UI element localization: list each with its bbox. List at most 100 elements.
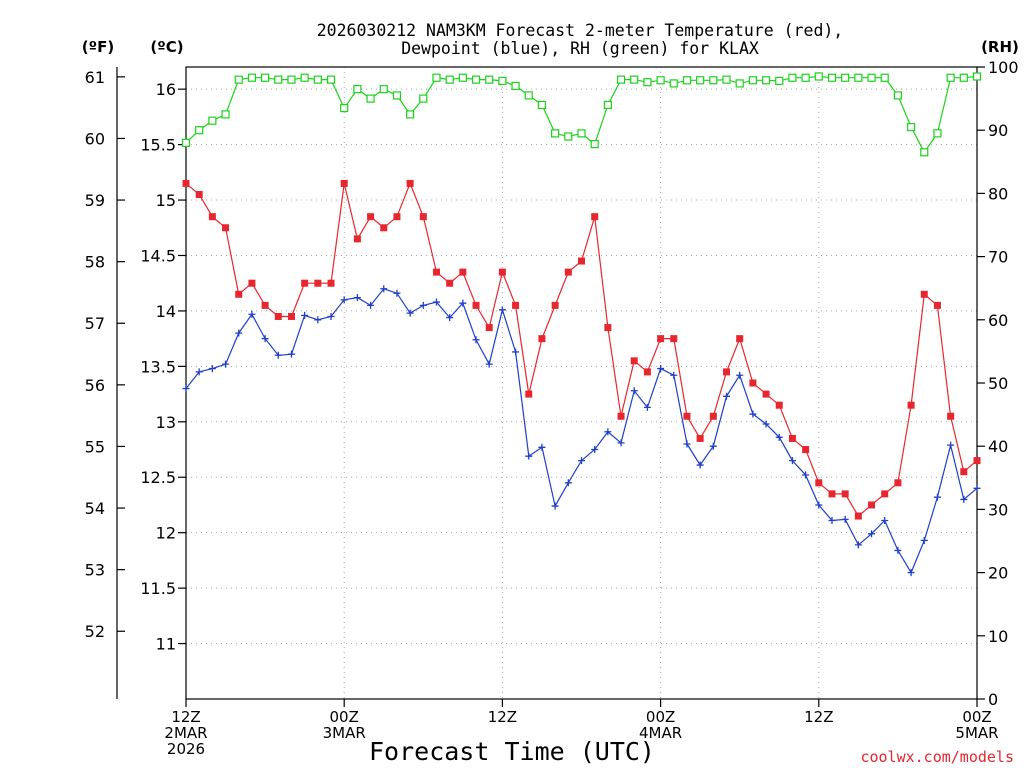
data-point xyxy=(880,73,889,82)
fahrenheit-tick-label: 56 xyxy=(85,376,105,395)
data-point xyxy=(709,442,717,450)
data-point xyxy=(972,72,982,81)
data-point xyxy=(485,324,493,332)
data-point xyxy=(736,371,744,379)
data-point xyxy=(630,75,639,84)
celsius-tick-label: 14 xyxy=(156,302,176,321)
data-point xyxy=(761,76,771,85)
data-point xyxy=(208,213,216,221)
data-point xyxy=(340,179,348,187)
data-point xyxy=(537,100,547,110)
data-point xyxy=(867,73,876,82)
data-point xyxy=(748,76,757,85)
series-temperature xyxy=(182,179,981,520)
data-point xyxy=(564,132,573,141)
fahrenheit-unit-label: (ºF) xyxy=(82,38,114,56)
data-point xyxy=(657,365,665,373)
celsius-tick-label: 13 xyxy=(156,413,176,432)
data-point xyxy=(340,103,349,113)
data-point xyxy=(788,434,796,442)
data-point xyxy=(314,279,322,287)
data-point xyxy=(617,412,625,420)
data-point xyxy=(235,290,243,298)
data-point xyxy=(222,224,230,232)
data-point xyxy=(578,257,585,265)
data-point xyxy=(287,75,296,84)
data-point xyxy=(393,213,401,221)
data-point xyxy=(471,75,481,84)
data-point xyxy=(841,490,849,498)
data-point xyxy=(881,516,889,524)
series-rh xyxy=(181,72,982,157)
data-point xyxy=(775,76,784,86)
data-point xyxy=(854,541,862,549)
data-point xyxy=(973,457,981,465)
celsius-tick-label: 15 xyxy=(156,191,176,210)
data-point xyxy=(353,235,361,243)
celsius-tick-label: 13.5 xyxy=(140,357,176,376)
data-point xyxy=(485,75,494,84)
data-point xyxy=(459,268,467,276)
rh-tick-label: 70 xyxy=(988,248,1008,267)
fahrenheit-tick-label: 53 xyxy=(85,561,105,580)
data-point xyxy=(248,310,256,318)
rh-tick-label: 100 xyxy=(988,58,1019,77)
rh-line xyxy=(185,75,978,154)
data-point xyxy=(195,126,204,135)
data-point xyxy=(630,387,638,395)
dewpoint-line xyxy=(185,288,978,574)
data-point xyxy=(973,484,981,492)
data-point xyxy=(393,289,401,297)
data-point xyxy=(380,224,388,232)
data-point xyxy=(419,213,427,221)
data-point xyxy=(181,138,191,147)
data-point xyxy=(801,73,810,82)
data-point xyxy=(406,309,414,317)
data-point xyxy=(446,279,454,287)
data-point xyxy=(604,428,612,436)
data-point xyxy=(841,73,850,82)
data-point xyxy=(261,73,270,82)
celsius-tick-label: 11.5 xyxy=(140,579,176,598)
data-point xyxy=(327,312,335,320)
rh-tick-label: 10 xyxy=(988,627,1008,646)
data-point xyxy=(920,290,928,298)
data-point xyxy=(868,501,876,509)
rh-tick-label: 30 xyxy=(988,500,1008,519)
data-point xyxy=(933,493,941,501)
celsius-tick-label: 14.5 xyxy=(140,246,176,265)
data-point xyxy=(959,73,968,82)
rh-tick-label: 60 xyxy=(988,311,1008,330)
data-point xyxy=(723,392,731,400)
data-point xyxy=(301,279,309,287)
data-point xyxy=(802,446,810,454)
data-point xyxy=(419,301,427,309)
data-point xyxy=(300,73,309,82)
data-point xyxy=(696,434,704,442)
data-point xyxy=(788,73,797,82)
data-point xyxy=(222,360,230,368)
x-tick-label: 00Z xyxy=(962,708,991,726)
data-point xyxy=(736,335,744,343)
rh-tick-label: 0 xyxy=(988,690,998,709)
fahrenheit-tick-label: 59 xyxy=(85,191,105,210)
data-point xyxy=(616,75,626,84)
x-tick-label: 12Z xyxy=(171,708,200,726)
plot-frame xyxy=(185,66,978,700)
data-point xyxy=(749,379,757,387)
rh-tick-label: 50 xyxy=(988,374,1008,393)
data-point xyxy=(274,312,282,320)
data-point xyxy=(577,129,586,138)
rh-tick-label: 40 xyxy=(988,437,1008,456)
rh-unit-label: (RH) xyxy=(981,38,1019,56)
data-point xyxy=(274,351,282,359)
data-point xyxy=(604,324,612,332)
data-point xyxy=(815,479,823,487)
data-point xyxy=(366,94,375,103)
data-point xyxy=(696,76,705,85)
data-point xyxy=(827,73,837,82)
data-point xyxy=(458,73,467,82)
data-point xyxy=(709,76,718,85)
